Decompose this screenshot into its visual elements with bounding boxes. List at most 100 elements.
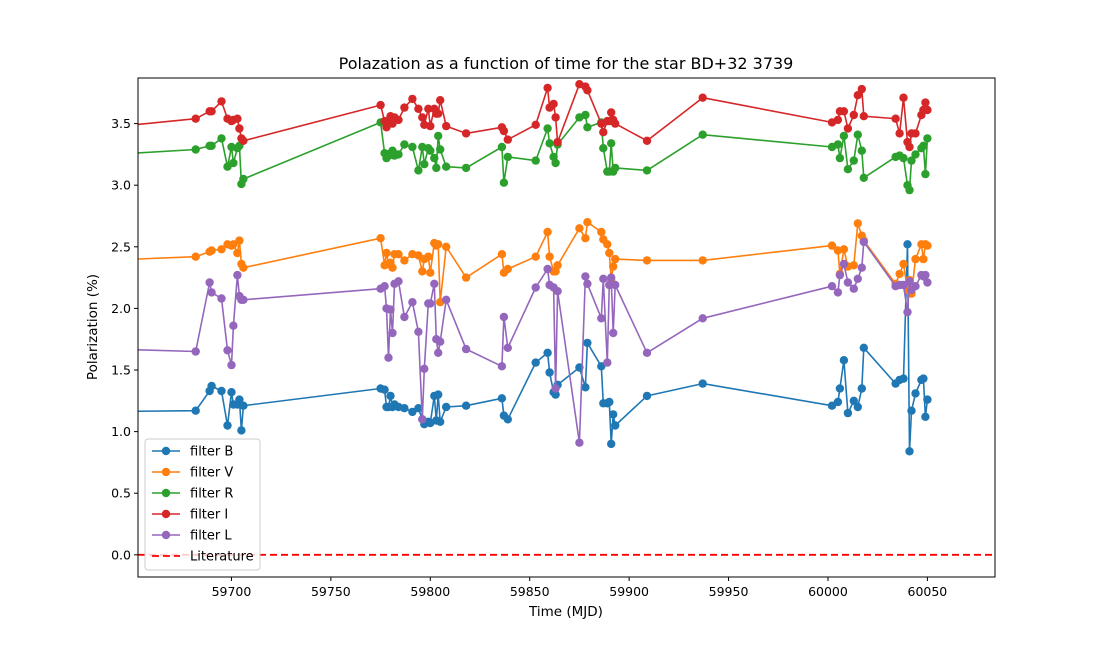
data-point-filter-r: [442, 162, 451, 171]
y-axis: 0.0 0.5 1.0 1.5 2.0 2.5 3.0 3.5: [111, 116, 138, 562]
data-point-filter-r: [642, 166, 652, 175]
data-point-filter-l: [227, 360, 236, 370]
data-point-filter-b: [207, 381, 216, 391]
data-point-filter-l: [849, 284, 858, 293]
data-point-filter-i: [891, 114, 900, 123]
data-point-filter-b: [611, 421, 620, 430]
data-point-filter-r: [843, 165, 853, 174]
data-point-filter-l: [827, 282, 837, 291]
data-point-filter-b: [835, 384, 845, 393]
y-tick-label: 0.5: [111, 486, 131, 501]
data-point-filter-b: [899, 374, 908, 383]
data-point-filter-r: [583, 123, 592, 132]
data-point-filter-v: [839, 245, 849, 254]
data-point-filter-b: [497, 394, 507, 403]
series-filter-b: [138, 240, 932, 456]
x-tick-label: 59950: [709, 584, 749, 599]
data-point-filter-v: [233, 248, 242, 258]
data-point-filter-l: [642, 348, 652, 357]
data-point-filter-b: [642, 391, 652, 401]
data-point-filter-v: [239, 263, 248, 272]
data-point-filter-b: [239, 401, 248, 410]
data-point-filter-b: [227, 388, 236, 397]
data-point-filter-b: [442, 402, 451, 412]
data-point-filter-v: [229, 240, 238, 249]
y-tick-label: 0.0: [111, 547, 131, 562]
data-point-filter-l: [191, 347, 200, 356]
data-point-filter-i: [434, 109, 443, 118]
data-point-filter-v: [605, 248, 614, 258]
data-point-filter-i: [394, 115, 403, 125]
data-point-filter-r: [919, 141, 928, 150]
data-point-filter-i: [499, 126, 509, 136]
series-layer: [138, 80, 932, 456]
data-point-filter-i: [191, 114, 200, 123]
legend-label: filter B: [190, 445, 233, 460]
data-point-filter-r: [207, 141, 216, 150]
data-point-filter-r: [420, 160, 429, 169]
data-point-filter-r: [698, 130, 707, 139]
data-point-filter-i: [217, 97, 226, 106]
data-point-filter-r: [461, 163, 471, 173]
data-point-filter-l: [853, 274, 862, 283]
data-point-filter-l: [843, 278, 853, 287]
data-point-filter-i: [611, 119, 620, 128]
plot-area: [138, 80, 995, 556]
data-point-filter-v: [581, 234, 590, 243]
data-point-filter-l: [923, 278, 932, 287]
data-point-filter-l: [605, 280, 614, 290]
y-tick-label: 2.5: [111, 239, 131, 254]
data-point-filter-b: [191, 406, 200, 415]
legend-marker: [161, 530, 171, 540]
data-point-filter-l: [386, 305, 395, 314]
legend-marker: [161, 488, 171, 498]
x-tick-label: 59700: [212, 584, 252, 599]
data-point-filter-b: [461, 401, 471, 410]
data-point-filter-v: [609, 262, 618, 271]
data-point-filter-r: [430, 153, 439, 163]
x-tick-label: 59850: [510, 584, 550, 599]
data-point-filter-v: [461, 273, 471, 282]
data-point-filter-l: [607, 273, 616, 282]
data-point-filter-l: [400, 312, 409, 322]
data-point-filter-v: [426, 268, 435, 277]
data-point-filter-b: [434, 390, 443, 399]
data-point-filter-r: [857, 146, 866, 155]
data-point-filter-i: [833, 115, 843, 125]
data-point-filter-v: [853, 219, 862, 228]
data-point-filter-v: [235, 236, 244, 245]
data-point-filter-v: [424, 252, 433, 261]
data-point-filter-v: [849, 261, 858, 270]
data-point-filter-b: [911, 389, 920, 398]
data-point-filter-b: [235, 395, 244, 404]
data-point-filter-v: [603, 240, 612, 249]
data-point-filter-b: [839, 356, 849, 365]
data-point-filter-v: [642, 256, 652, 265]
legend: filter B filter V filter R filter I filter L…: [144, 438, 261, 571]
data-point-filter-l: [833, 288, 843, 297]
data-point-filter-r: [581, 110, 590, 120]
data-point-filter-b: [833, 397, 843, 407]
y-tick-label: 3.5: [111, 116, 131, 131]
series-filter-v: [138, 218, 932, 307]
data-point-filter-i: [583, 86, 592, 95]
data-point-filter-b: [905, 447, 914, 456]
data-point-filter-l: [408, 298, 417, 307]
data-point-filter-r: [432, 163, 441, 173]
data-point-filter-l: [609, 328, 618, 338]
data-point-filter-i: [442, 121, 451, 131]
data-point-filter-l: [611, 280, 620, 290]
data-point-filter-b: [400, 404, 409, 413]
x-tick-label: 59800: [410, 584, 450, 599]
data-point-filter-l: [207, 288, 216, 297]
data-point-filter-l: [899, 280, 908, 290]
legend-label: filter R: [190, 487, 233, 502]
data-point-filter-b: [605, 397, 614, 407]
data-point-filter-b: [436, 417, 445, 426]
data-point-filter-i: [551, 113, 560, 122]
data-point-filter-b: [843, 408, 853, 418]
data-point-filter-r: [499, 178, 509, 187]
data-point-filter-l: [430, 279, 439, 288]
data-point-filter-b: [386, 391, 395, 401]
